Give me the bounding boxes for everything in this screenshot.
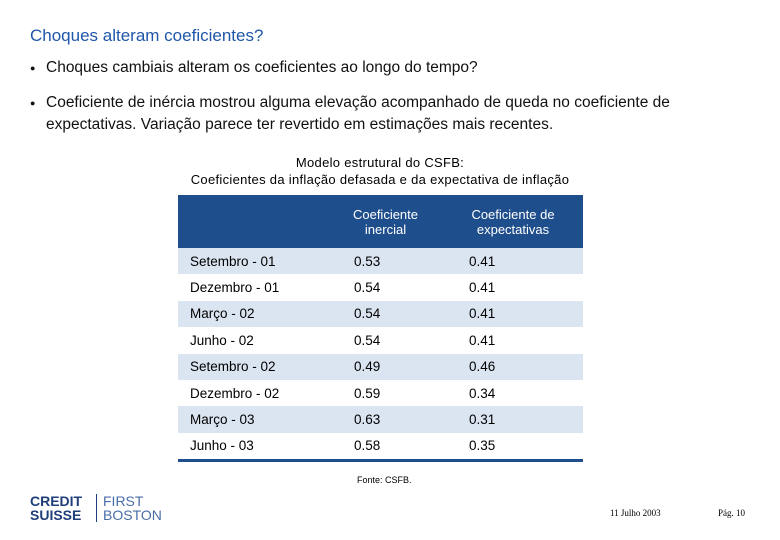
row-label: Setembro - 02 (178, 353, 328, 380)
caption-line: Modelo estrutural do CSFB: (295, 155, 465, 170)
page-number: Pág. 10 (718, 508, 745, 518)
logo-text: SUISSE (30, 507, 82, 523)
cell: 0.31 (443, 406, 583, 433)
logo-text: BOSTON (103, 507, 162, 523)
cell: 0.41 (469, 332, 496, 348)
cell: 0.54 (328, 300, 443, 328)
cell: 0.63 (328, 406, 443, 433)
cell: 0.35 (443, 432, 583, 463)
table-row: Junho - 03 0.58 0.35 (178, 432, 583, 463)
cell: 0.54 (354, 332, 381, 348)
table-row: Março - 02 0.54 0.41 (178, 300, 583, 328)
cell: 0.41 (469, 280, 496, 296)
row-label: Março - 02 (178, 300, 328, 328)
title: Choques alteram coeficientes? (30, 26, 264, 45)
caption-line: Coeficientes da inflação defasada e da e… (190, 172, 570, 187)
logo: FIRST BOSTON (96, 494, 162, 522)
table: Coeficiente inercial Coeficiente de expe… (178, 195, 583, 463)
table-row: Março - 03 0.63 0.31 (178, 406, 583, 433)
row-label: Março - 03 (178, 406, 328, 433)
cell: 0.34 (469, 385, 496, 401)
header-cell (178, 195, 328, 248)
row-label: Junho - 02 (190, 332, 254, 348)
cell: 0.41 (443, 248, 583, 275)
header-row: Coeficiente inercial Coeficiente de expe… (178, 195, 583, 248)
table-row: Dezembro - 01 0.54 0.41 (178, 274, 583, 300)
source: Fonte: CSFB. (357, 475, 412, 485)
row-label: Dezembro - 01 (190, 280, 280, 296)
row-label: Junho - 03 (178, 432, 328, 463)
table-body: Setembro - 01 0.53 0.41 Dezembro - 01 0.54 0.… (178, 248, 583, 463)
bullet: Coeficiente de inércia mostrou alguma el… (30, 92, 760, 136)
table-row: Setembro - 01 0.53 0.41 (178, 248, 583, 275)
bullet: Choques cambiais alteram os coeficientes… (30, 57, 760, 79)
cell: 0.54 (354, 280, 381, 296)
table-row: Setembro - 02 0.49 0.46 (178, 353, 583, 380)
header-cell: Coeficiente de expectativas (443, 195, 583, 248)
logo: CREDIT SUISSE (30, 494, 82, 522)
cell: 0.58 (328, 432, 443, 463)
logo-text: CREDIT (30, 493, 83, 509)
row-label: Setembro - 01 (178, 248, 328, 275)
cell: 0.53 (328, 248, 443, 275)
cell: 0.41 (443, 300, 583, 328)
table-row: Dezembro - 02 0.59 0.34 (178, 380, 583, 406)
row-label: Dezembro - 02 (190, 385, 280, 401)
logo-text: FIRST (103, 493, 144, 509)
date: 11 Julho 2003 (610, 508, 661, 518)
cell: 0.59 (354, 385, 381, 401)
header-cell: Coeficiente inercial (328, 195, 443, 248)
table-caption: Modelo estrutural do CSFB: Coeficientes … (100, 154, 660, 188)
table-row: Junho - 02 0.54 0.41 (178, 327, 583, 353)
cell: 0.46 (443, 353, 583, 380)
cell: 0.49 (328, 353, 443, 380)
